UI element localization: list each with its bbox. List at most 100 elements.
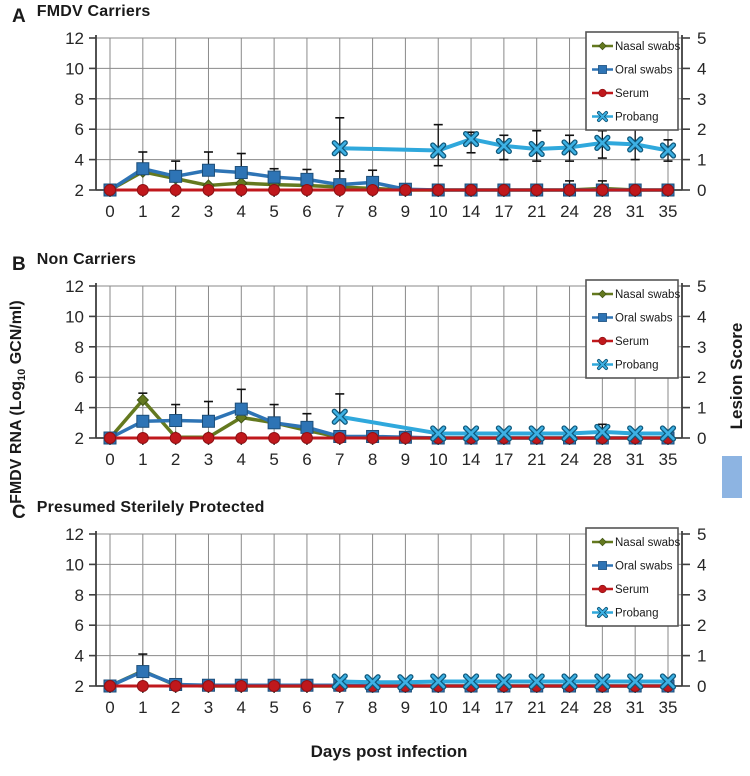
x-tick-label: 35: [659, 450, 678, 469]
x-tick-label: 24: [560, 450, 579, 469]
left-tick-label: 6: [75, 120, 84, 139]
x-tick-label: 0: [105, 202, 114, 221]
gridlines: [96, 285, 682, 438]
lesion-score-swatch: [722, 456, 742, 498]
x-tick-label: 5: [269, 450, 278, 469]
legend: Nasal swabs Oral swabs Serum Probang: [585, 31, 680, 131]
legend-item-serum: Serum: [592, 88, 649, 100]
panel-a-chart: 2 4 6 8 10 12 0 1 2 3 4 5 0 1 2 3 4 5 6 7 8 9 10 14 17 21 24 28 31 35…: [0, 28, 750, 238]
right-tick-label: 4: [697, 59, 706, 78]
left-tick-label: 10: [65, 555, 84, 574]
left-tick-label: 6: [75, 616, 84, 635]
legend-label: Probang: [615, 360, 658, 372]
x-tick-label: 21: [527, 698, 546, 717]
legend-label: Nasal swabs: [615, 289, 680, 301]
right-tick-label: 1: [697, 399, 706, 418]
x-tick-label: 4: [237, 450, 246, 469]
left-tick-label: 2: [75, 429, 84, 448]
left-tick-label: 10: [65, 59, 84, 78]
x-tick-label: 0: [105, 698, 114, 717]
legend-label: Oral swabs: [615, 561, 673, 573]
panel-c-title: Presumed Sterilely Protected: [36, 499, 265, 516]
right-tick-label: 5: [697, 525, 706, 544]
panel-b-chart: 2 4 6 8 10 12 0 1 2 3 4 5 0 1 2 3 4 5 6 7 8 9 10 14 17 21 24 28 31 35…: [0, 276, 750, 486]
series-probang: [331, 408, 677, 442]
panel-b-letter: B: [12, 254, 26, 275]
x-tick-label: 5: [269, 698, 278, 717]
x-tick-label: 5: [269, 202, 278, 221]
left-tick-label: 12: [65, 29, 84, 48]
x-tick-label: 35: [659, 202, 678, 221]
x-tick-label: 3: [204, 450, 213, 469]
x-tick-label: 28: [593, 698, 612, 717]
x-tick-label: 0: [105, 450, 114, 469]
legend-label: Oral swabs: [615, 65, 673, 77]
x-tick-label: 3: [204, 698, 213, 717]
legend-item-probang: Probang: [592, 606, 658, 620]
right-tick-label: 2: [697, 616, 706, 635]
panel-a-title: FMDV Carriers: [36, 3, 151, 20]
x-tick-label: 35: [659, 698, 678, 717]
legend: Nasal swabs Oral swabs Serum Probang: [585, 527, 680, 627]
x-tick-label: 1: [138, 202, 147, 221]
x-tick-label: 28: [593, 450, 612, 469]
right-tick-label: 4: [697, 307, 706, 326]
x-tick-label: 8: [368, 698, 377, 717]
x-tick-label: 3: [204, 202, 213, 221]
legend-label: Nasal swabs: [615, 537, 680, 549]
legend: Nasal swabs Oral swabs Serum Probang: [585, 279, 680, 379]
right-tick-label: 2: [697, 368, 706, 387]
panel-c-chart: 2 4 6 8 10 12 0 1 2 3 4 5 0 1 2 3 4 5 6 7 8 9 10 14 17 21 24 28 31 35…: [0, 524, 750, 734]
panel-c-letter: C: [12, 502, 26, 523]
right-tick-label: 3: [697, 90, 706, 109]
series-serum: [104, 680, 674, 692]
x-tick-label: 24: [560, 202, 579, 221]
x-tick-label: 14: [462, 202, 481, 221]
x-tick-label: 2: [171, 202, 180, 221]
series-probang: [331, 673, 677, 691]
x-tick-label: 8: [368, 202, 377, 221]
x-tick-label: 2: [171, 698, 180, 717]
x-tick-label: 14: [462, 698, 481, 717]
x-tick-label: 17: [494, 450, 513, 469]
panel-c-header: C Presumed Sterilely Protected: [12, 498, 265, 523]
x-tick-label: 10: [429, 450, 448, 469]
right-tick-label: 5: [697, 277, 706, 296]
x-tick-label: 31: [626, 450, 645, 469]
x-tick-label: 6: [302, 698, 311, 717]
left-tick-label: 8: [75, 338, 84, 357]
left-tick-label: 2: [75, 181, 84, 200]
left-tick-label: 4: [75, 399, 84, 418]
x-tick-label: 28: [593, 202, 612, 221]
legend-item-probang: Probang: [592, 110, 658, 124]
right-tick-label: 3: [697, 586, 706, 605]
right-tick-label: 4: [697, 555, 706, 574]
x-tick-label: 21: [527, 202, 546, 221]
left-tick-label: 10: [65, 307, 84, 326]
legend-label: Serum: [615, 584, 649, 596]
left-tick-label: 8: [75, 90, 84, 109]
legend-item-nasal-swabs: Nasal swabs: [592, 289, 680, 301]
panel-a-letter: A: [12, 6, 26, 27]
panel-a-header: A FMDV Carriers: [12, 2, 151, 27]
x-tick-label: 10: [429, 202, 448, 221]
x-tick-label: 9: [401, 202, 410, 221]
left-tick-label: 2: [75, 677, 84, 696]
x-tick-label: 31: [626, 698, 645, 717]
x-tick-label: 17: [494, 202, 513, 221]
legend-label: Probang: [615, 112, 658, 124]
right-tick-label: 0: [697, 677, 706, 696]
left-tick-label: 12: [65, 525, 84, 544]
panel-b-header: B Non Carriers: [12, 250, 136, 275]
x-tick-label: 9: [401, 698, 410, 717]
x-tick-label: 8: [368, 450, 377, 469]
legend-item-nasal-swabs: Nasal swabs: [592, 537, 680, 549]
series-probang: [331, 130, 677, 159]
left-tick-label: 8: [75, 586, 84, 605]
